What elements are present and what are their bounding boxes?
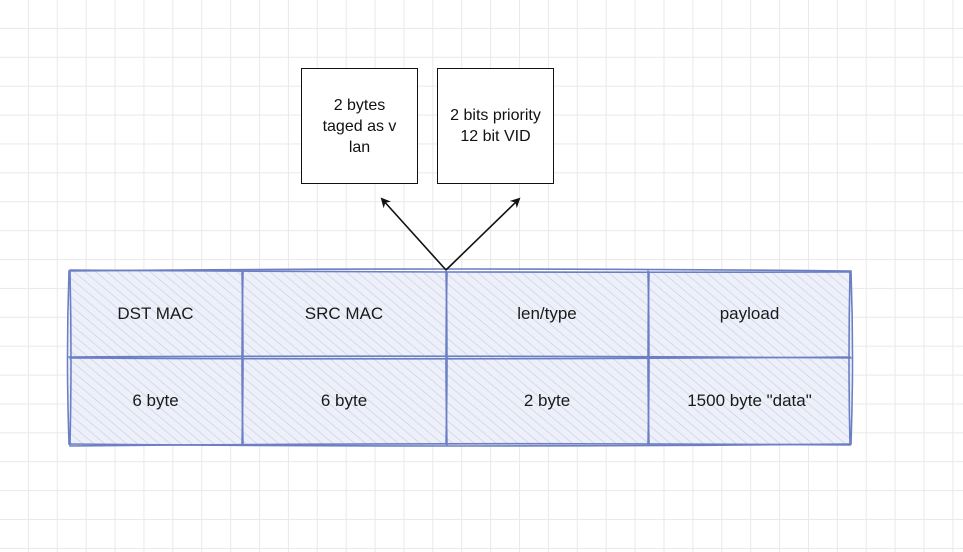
size-cell-dst-mac: 6 byte <box>132 390 179 410</box>
arrow-to-vlan-box <box>380 197 447 271</box>
header-cell-src-mac: SRC MAC <box>304 304 384 323</box>
arrow-to-priority-box <box>445 197 521 271</box>
vlan-tag-box: 2 bytes taged as v lan <box>301 68 418 184</box>
priority-vid-box: 2 bits priority 12 bit VID <box>437 68 554 184</box>
size-cell-len-type: 2 byte <box>523 390 571 410</box>
header-cell-dst-mac: DST MAC <box>117 304 194 323</box>
size-cell-src-mac: 6 byte <box>320 390 368 410</box>
header-cell-payload: payload <box>719 304 780 323</box>
size-cell-payload: 1500 byte "data" <box>687 390 812 410</box>
frame-table-grid <box>66 268 854 447</box>
header-cell-len-type: len/type <box>517 304 577 323</box>
